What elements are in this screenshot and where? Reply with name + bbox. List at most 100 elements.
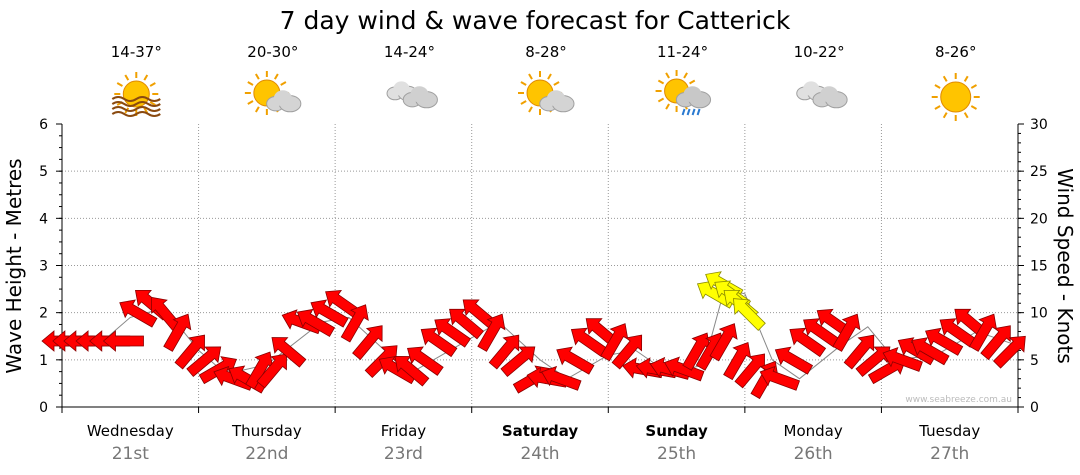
temperature-range: 8-28° <box>525 43 567 61</box>
sun-ray <box>547 73 552 80</box>
wind-arrow <box>939 318 977 348</box>
sun-ray <box>143 74 149 81</box>
y2-tick-label: 25 <box>1030 164 1048 180</box>
haze-line <box>111 106 161 112</box>
wind-arrow <box>102 330 144 352</box>
day-labels: Wednesday 21st Thursday 22nd Friday 23rd Satur… <box>87 422 980 464</box>
cloud-part <box>803 81 820 96</box>
y-tick-label: 3 <box>39 259 48 275</box>
sun-ray <box>116 82 123 87</box>
y-tick-label: 6 <box>39 117 48 133</box>
day-name-label: Monday <box>784 422 843 440</box>
wind-arrow <box>774 346 814 375</box>
temperature-range: 11-24° <box>657 43 708 61</box>
wind-arrow <box>882 347 923 372</box>
sun-ray <box>149 101 156 106</box>
sun-ray <box>280 81 287 86</box>
wind-arrow <box>664 356 705 382</box>
partly-cloudy-icon <box>244 71 302 115</box>
sun-ray <box>934 105 941 110</box>
y-tick-label: 5 <box>39 164 48 180</box>
wind-arrow <box>340 304 369 343</box>
sun-ray <box>942 75 948 82</box>
y2-tick-label: 0 <box>1030 400 1039 416</box>
sun-ray <box>254 106 260 113</box>
day-date-label: 26th <box>794 444 833 464</box>
temperature-range: 14-24° <box>384 43 435 61</box>
sun-ray <box>665 103 670 110</box>
wind-arrow <box>500 346 536 378</box>
sun-haze-icon <box>111 72 161 117</box>
sun-ray <box>254 73 260 80</box>
wind-arrow <box>174 334 205 370</box>
wind-arrow <box>394 356 430 387</box>
y2-axis-label: Wind Speed - Knots <box>1053 168 1077 364</box>
sun-ray <box>934 84 941 89</box>
wind-arrow <box>245 351 274 390</box>
sun-ray <box>689 79 696 85</box>
sun-ray <box>963 112 969 119</box>
cloud-part <box>683 86 702 103</box>
wind-arrow <box>969 313 998 352</box>
sun-ray <box>273 73 279 80</box>
haze-line <box>111 96 161 102</box>
wind-arrow <box>163 313 192 352</box>
wind-arrow <box>556 346 595 375</box>
y-tick-label: 1 <box>39 353 48 369</box>
day-date-label: 23rd <box>384 444 423 464</box>
wind-arrow <box>477 313 506 352</box>
shower-icon <box>655 70 712 116</box>
wind-arrow <box>570 327 608 358</box>
y2-tick-label: 5 <box>1030 353 1039 369</box>
sun-ray <box>665 72 670 79</box>
wind-arrow <box>541 365 582 391</box>
sun-ray <box>149 82 156 87</box>
wind-arrow <box>352 325 383 361</box>
sun-ray <box>657 97 665 103</box>
wind-arrow <box>925 327 964 356</box>
wind-arrow <box>296 308 336 337</box>
weather-row: 14-37° 20-30° 14-24° 8-28° 11-24° 10-22° 8-26° <box>111 43 980 121</box>
wind-arrow <box>992 335 1026 369</box>
sun-ray <box>963 75 969 82</box>
wind-arrow <box>723 341 752 381</box>
site-credit: www.seabreeze.com.au <box>905 395 1012 405</box>
sun-ray <box>247 100 254 105</box>
wind-arrow <box>449 308 484 340</box>
cloud-part <box>820 86 839 103</box>
wind-arrow <box>310 299 349 328</box>
y-tick-label: 0 <box>39 400 48 416</box>
partly-cloudy-icon <box>518 71 575 115</box>
wind-arrow <box>709 323 738 362</box>
wind-arrow <box>256 353 287 389</box>
temperature-range: 14-37° <box>111 43 162 61</box>
day-date-label: 25th <box>657 444 696 464</box>
temperature-range: 8-26° <box>935 43 977 61</box>
sun-ray <box>683 72 688 79</box>
y-tick-label: 2 <box>39 306 48 322</box>
day-date-label: 24th <box>520 444 559 464</box>
haze-line <box>111 111 161 117</box>
wind-arrow <box>420 327 458 358</box>
wind-arrow <box>600 323 629 362</box>
sun-ray <box>124 74 130 81</box>
y2-tick-label: 30 <box>1030 117 1048 133</box>
cloud-part <box>393 81 410 96</box>
sun-ray <box>520 100 527 105</box>
rain-drop <box>696 108 701 116</box>
swell-arrow <box>733 298 766 331</box>
rain-drop <box>691 108 696 116</box>
axes: 0 1 2 3 4 5 6 0 5 10 15 20 25 30 <box>39 117 1048 416</box>
sun-disc <box>940 81 972 113</box>
sun-ray <box>970 84 977 89</box>
sun-ray <box>520 81 527 86</box>
wind-arrow <box>682 332 711 371</box>
day-name-label: Friday <box>381 422 427 440</box>
sun-ray <box>970 105 977 110</box>
wind-arrow <box>789 327 827 358</box>
wind-arrow <box>759 365 801 391</box>
temperature-range: 10-22° <box>794 43 845 61</box>
wind-arrow <box>980 325 1011 361</box>
haze-line <box>111 101 161 107</box>
